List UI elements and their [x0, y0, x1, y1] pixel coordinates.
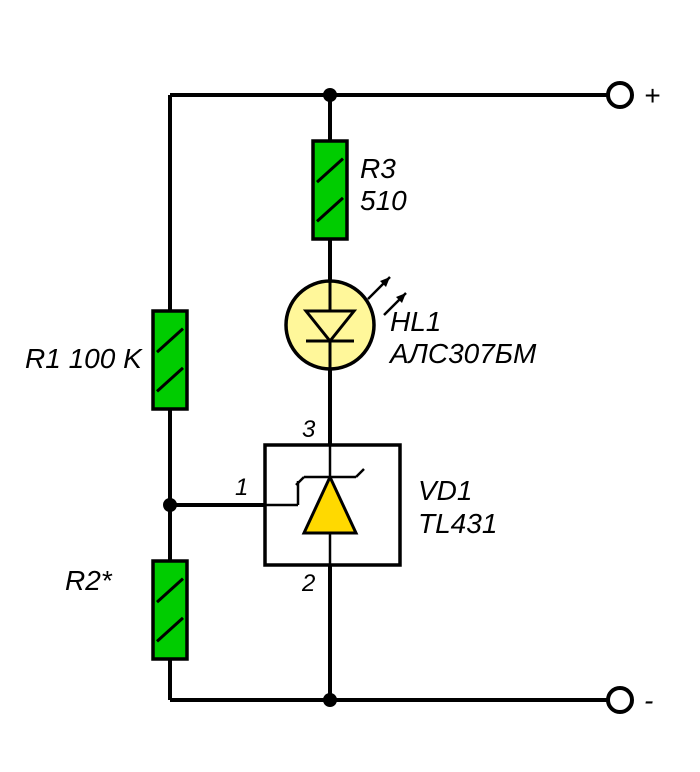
label-vd1-part: TL431	[418, 508, 497, 539]
label-r3-val: 510	[360, 185, 407, 216]
label-r3-ref: R3	[360, 153, 396, 184]
svg-text:-: -	[644, 685, 653, 716]
pin-3: 3	[302, 416, 316, 443]
label-vd1-ref: VD1	[418, 475, 472, 506]
pin-1: 1	[235, 474, 248, 501]
label-hl1-part: АЛС307БМ	[388, 338, 537, 369]
pin-2: 2	[301, 570, 315, 597]
label-hl1-ref: HL1	[390, 306, 441, 337]
label-r2: R2*	[65, 565, 113, 596]
label-r1: R1 100 K	[25, 343, 143, 374]
svg-text:+: +	[644, 80, 660, 111]
